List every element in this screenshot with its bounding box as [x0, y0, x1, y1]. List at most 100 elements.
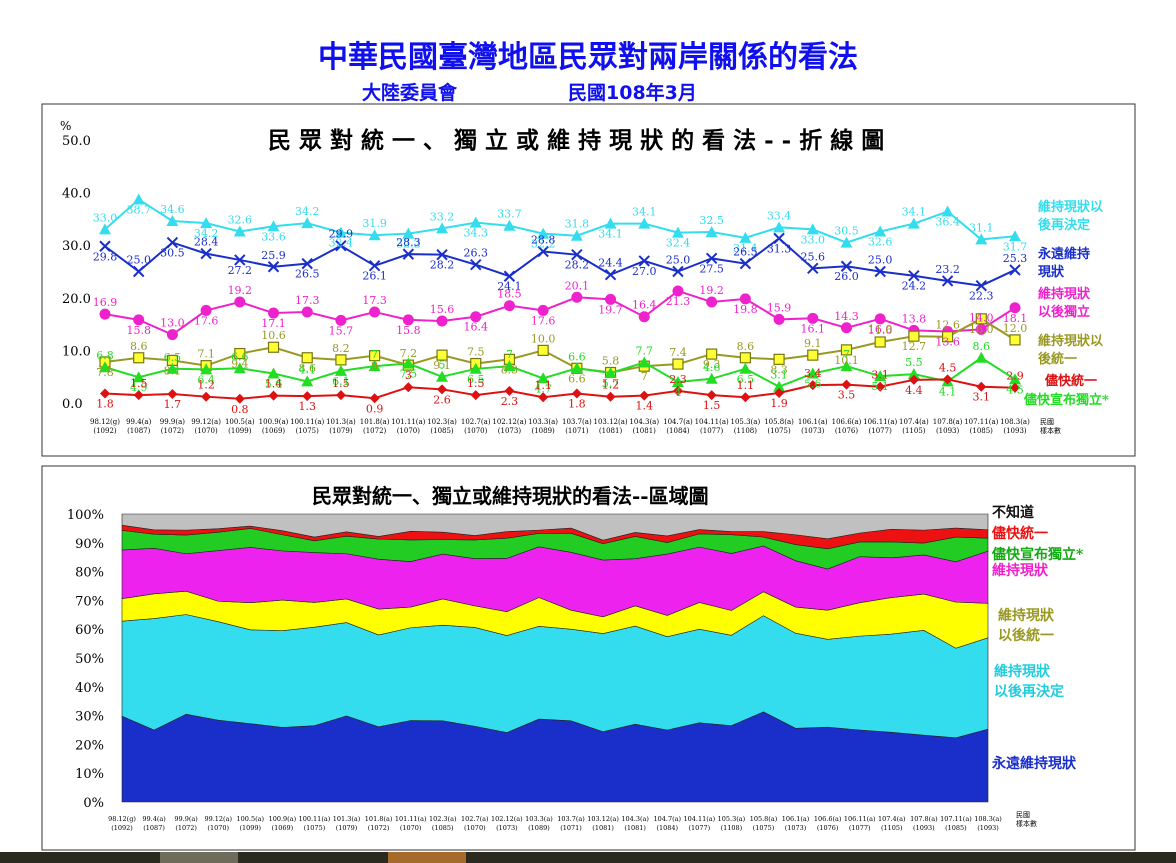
data-label: 2.3	[501, 395, 519, 408]
data-label: 12.7	[902, 340, 927, 353]
data-point	[807, 312, 819, 324]
data-point	[368, 360, 381, 372]
data-label: 32.5	[699, 214, 724, 227]
data-point	[200, 247, 212, 260]
y-tick-label: 90%	[75, 537, 104, 552]
x-tick-label: 99.9(a)	[174, 815, 198, 823]
data-label: 26.0	[834, 270, 859, 283]
data-label: 19.2	[699, 284, 724, 297]
data-label: 15.9	[767, 301, 792, 314]
x-tick-label: (1077)	[689, 824, 711, 832]
x-tick-label: 105.3(a)	[731, 418, 761, 426]
data-point	[537, 227, 550, 239]
x-tick-label: 107.11(a)	[964, 418, 998, 426]
data-point	[368, 260, 381, 272]
page-title: 中華民國臺灣地區民眾對兩岸關係的看法	[318, 40, 858, 75]
data-label: 28.3	[396, 236, 421, 249]
data-point	[301, 352, 313, 364]
legend-label: 永遠維持	[1037, 246, 1090, 262]
data-label: 28.2	[565, 259, 590, 272]
legend-label: 以後獨立	[1038, 304, 1090, 320]
sample-label: 樣本數	[1040, 426, 1061, 435]
data-label: 1.2	[197, 379, 215, 392]
data-point	[436, 370, 449, 382]
data-label: 15.6	[430, 303, 455, 316]
x-tick-label: (1084)	[656, 824, 678, 832]
y-tick-label: 30%	[75, 710, 104, 725]
data-point	[503, 300, 515, 312]
legend-label: 維持現狀以	[1038, 199, 1103, 215]
x-tick-label: (1081)	[624, 824, 646, 832]
data-label: 3	[405, 369, 412, 382]
data-label: 32.2	[396, 238, 421, 251]
data-label: 26.5	[295, 268, 320, 281]
data-point	[200, 304, 212, 316]
data-point	[706, 348, 718, 360]
data-point	[436, 248, 448, 261]
data-point	[941, 331, 954, 343]
x-tick-label: 107.11(a)	[940, 815, 972, 823]
data-point	[638, 255, 650, 267]
data-label: 34.2	[295, 205, 320, 218]
data-label: 6.4	[197, 373, 215, 386]
data-point	[975, 351, 988, 363]
sample-label: 民國	[1016, 811, 1030, 819]
data-label: 26.3	[463, 247, 488, 260]
data-label: 31.3	[767, 242, 792, 255]
data-label: 20.1	[565, 279, 590, 292]
x-tick-label: 106.1(a)	[782, 815, 810, 823]
data-label: 3.5	[838, 389, 856, 402]
x-tick-label: (1077)	[869, 427, 893, 435]
sample-label: 樣本數	[1016, 819, 1037, 828]
x-tick-label: 107.4(a)	[878, 815, 906, 823]
x-tick-label: 100.9(a)	[259, 418, 289, 426]
data-label: 1.1	[534, 379, 552, 392]
data-label: 1.7	[164, 398, 182, 411]
data-label: 1.5	[130, 377, 148, 390]
data-label: 6.1	[332, 375, 350, 388]
legend-label: 維持現狀	[994, 663, 1051, 680]
data-point	[335, 354, 347, 366]
data-label: 3.4	[804, 367, 822, 380]
data-point	[638, 356, 651, 368]
data-point	[639, 390, 650, 401]
data-point	[773, 313, 785, 325]
data-point	[975, 279, 988, 292]
data-label: 9.3	[703, 358, 721, 371]
data-point	[436, 315, 448, 327]
data-point	[705, 252, 718, 265]
data-point	[469, 216, 482, 228]
data-label: 28.2	[430, 259, 455, 272]
data-label: 6.5	[467, 373, 485, 386]
data-point	[571, 388, 582, 399]
data-label: 30.5	[834, 225, 859, 238]
data-label: 38.7	[126, 203, 151, 216]
data-label: 24.1	[497, 280, 522, 293]
area-chart-title: 民眾對統一、獨立或維持現狀的看法--區域圖	[312, 484, 709, 508]
x-tick-label: (1099)	[228, 427, 252, 435]
x-tick-label: (1072)	[363, 427, 387, 435]
data-point	[807, 349, 819, 361]
series-line	[104, 356, 1016, 388]
data-point	[166, 362, 179, 374]
x-tick-label: 100.11(a)	[290, 418, 324, 426]
data-point	[234, 347, 246, 360]
x-tick-label: 102.12(a)	[491, 815, 523, 823]
x-tick-label: (1072)	[175, 824, 197, 832]
data-label: 34.2	[194, 227, 219, 240]
data-label: 34.6	[160, 203, 185, 216]
data-label: 18.1	[1003, 312, 1028, 325]
data-label: 8.6	[130, 340, 148, 353]
data-point	[638, 217, 651, 229]
data-point	[1009, 230, 1021, 242]
data-point	[705, 372, 718, 384]
y-tick-label: 20%	[75, 738, 104, 753]
data-point	[841, 379, 852, 390]
x-tick-label: (1071)	[560, 824, 582, 832]
data-point	[402, 314, 414, 326]
data-label: 5	[439, 359, 446, 372]
data-point	[503, 360, 516, 372]
data-label: 31.1	[969, 221, 994, 234]
x-tick-label: (1108)	[721, 824, 743, 832]
data-label: 25.0	[126, 254, 151, 267]
